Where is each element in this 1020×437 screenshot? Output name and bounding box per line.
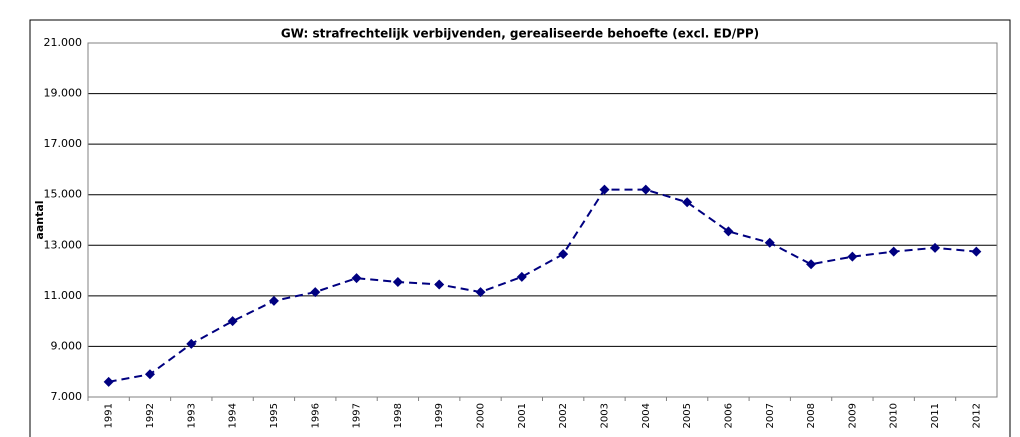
y-tick-label: 19.000 bbox=[44, 87, 83, 100]
data-point bbox=[268, 295, 279, 306]
x-tick-label: 2005 bbox=[682, 403, 693, 428]
data-point bbox=[144, 369, 155, 380]
x-tick-label: 2006 bbox=[723, 403, 734, 428]
data-line bbox=[108, 188, 977, 383]
y-tick-label: 13.000 bbox=[44, 238, 83, 251]
x-tick-label: 2011 bbox=[930, 403, 941, 428]
data-point bbox=[186, 338, 197, 349]
data-point bbox=[806, 259, 817, 270]
y-tick-label: 7.000 bbox=[51, 390, 83, 403]
data-point bbox=[103, 376, 114, 387]
x-tick-label: 1998 bbox=[393, 403, 404, 428]
data-point bbox=[351, 273, 362, 284]
x-tick-label: 2001 bbox=[517, 403, 528, 428]
x-tick-label: 2003 bbox=[599, 403, 610, 428]
y-tick-label: 17.000 bbox=[44, 137, 83, 150]
x-tick-label: 1996 bbox=[310, 403, 321, 428]
data-point bbox=[930, 242, 941, 253]
x-tick-label: 2009 bbox=[847, 403, 858, 428]
x-tick-label: 2000 bbox=[476, 403, 487, 428]
x-tick-label: 2004 bbox=[641, 403, 652, 428]
data-point bbox=[764, 237, 775, 248]
x-tick-label: 2008 bbox=[806, 403, 817, 428]
data-point bbox=[599, 184, 610, 195]
data-point bbox=[847, 251, 858, 262]
chart-title: GW: strafrechtelijk verbijvenden, gereal… bbox=[281, 27, 759, 41]
y-tick-label: 11.000 bbox=[44, 289, 83, 302]
data-point bbox=[971, 246, 982, 257]
y-tick-label: 15.000 bbox=[44, 188, 83, 201]
x-tick-label: 2010 bbox=[889, 403, 900, 428]
x-tick-label: 1997 bbox=[352, 403, 363, 428]
data-point bbox=[682, 197, 693, 208]
chart-border bbox=[29, 19, 1011, 437]
data-point bbox=[310, 287, 321, 298]
y-tick-label: 9.000 bbox=[51, 339, 83, 352]
data-point bbox=[434, 279, 445, 290]
x-tick-label: 2007 bbox=[765, 403, 776, 428]
data-point bbox=[516, 271, 527, 282]
y-axis-title: aantal bbox=[33, 200, 46, 239]
y-tick-label: 21.000 bbox=[44, 36, 83, 49]
data-point bbox=[888, 246, 899, 257]
data-point bbox=[558, 249, 569, 260]
x-tick-label: 1995 bbox=[269, 403, 280, 428]
data-point bbox=[392, 276, 403, 287]
x-tick-label: 1991 bbox=[104, 403, 115, 428]
data-point bbox=[475, 287, 486, 298]
x-tick-label: 1992 bbox=[145, 403, 156, 428]
x-tick-label: 2012 bbox=[971, 403, 982, 428]
x-tick-label: 2002 bbox=[558, 403, 569, 428]
x-tick-label: 1994 bbox=[228, 403, 239, 428]
data-point bbox=[227, 316, 238, 327]
x-tick-label: 1999 bbox=[434, 403, 445, 428]
data-point bbox=[640, 184, 651, 195]
x-tick-label: 1993 bbox=[186, 403, 197, 428]
data-point bbox=[723, 226, 734, 237]
